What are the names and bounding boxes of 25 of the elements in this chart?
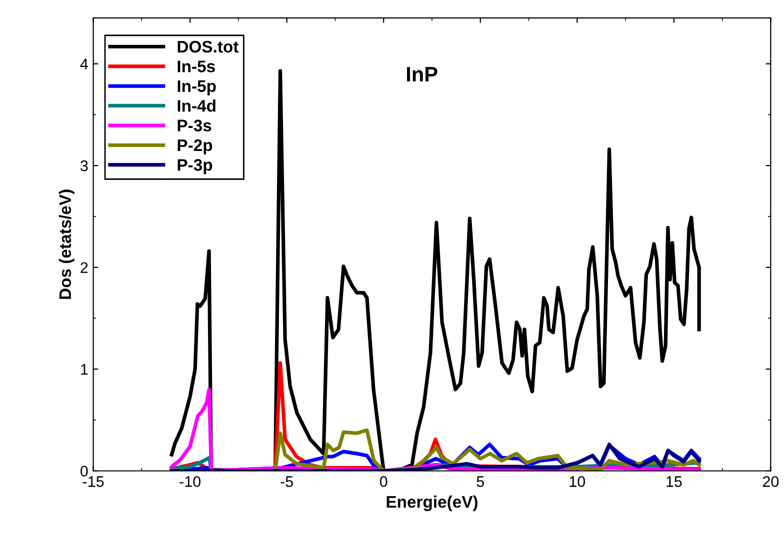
x-tick-label: 20 [762,476,779,487]
y-tick-label: 3 [80,160,88,172]
legend-label: In-5s [178,60,215,72]
x-tick-label: -10 [180,476,201,487]
y-tick-label: 0 [80,466,88,477]
y-tick-label: 2 [80,262,88,273]
legend-label: In-4d [178,99,216,112]
legend-label: P-2p [178,139,212,154]
x-tick-label: -15 [82,476,104,487]
line-series [170,442,701,471]
text: InP [407,67,438,82]
legend-label: DOS.tot [178,40,239,53]
y-axis-title: Dos (etats/eV) [58,190,74,299]
x-axis-title: Energie(eV) [386,496,478,512]
legend-label: P-3s [178,120,212,132]
x-tick-label: 0 [380,476,388,487]
line-series [273,428,701,471]
x-tick-label: 10 [570,476,586,487]
y-tick-label: 4 [80,58,88,70]
x-tick-label: 15 [666,476,682,487]
legend-label: P-3p [178,159,212,174]
legend-label: In-5p [178,80,216,96]
y-tick-label: 1 [81,364,88,375]
x-tick-label: 5 [476,476,484,487]
x-tick-label: -5 [280,476,293,487]
